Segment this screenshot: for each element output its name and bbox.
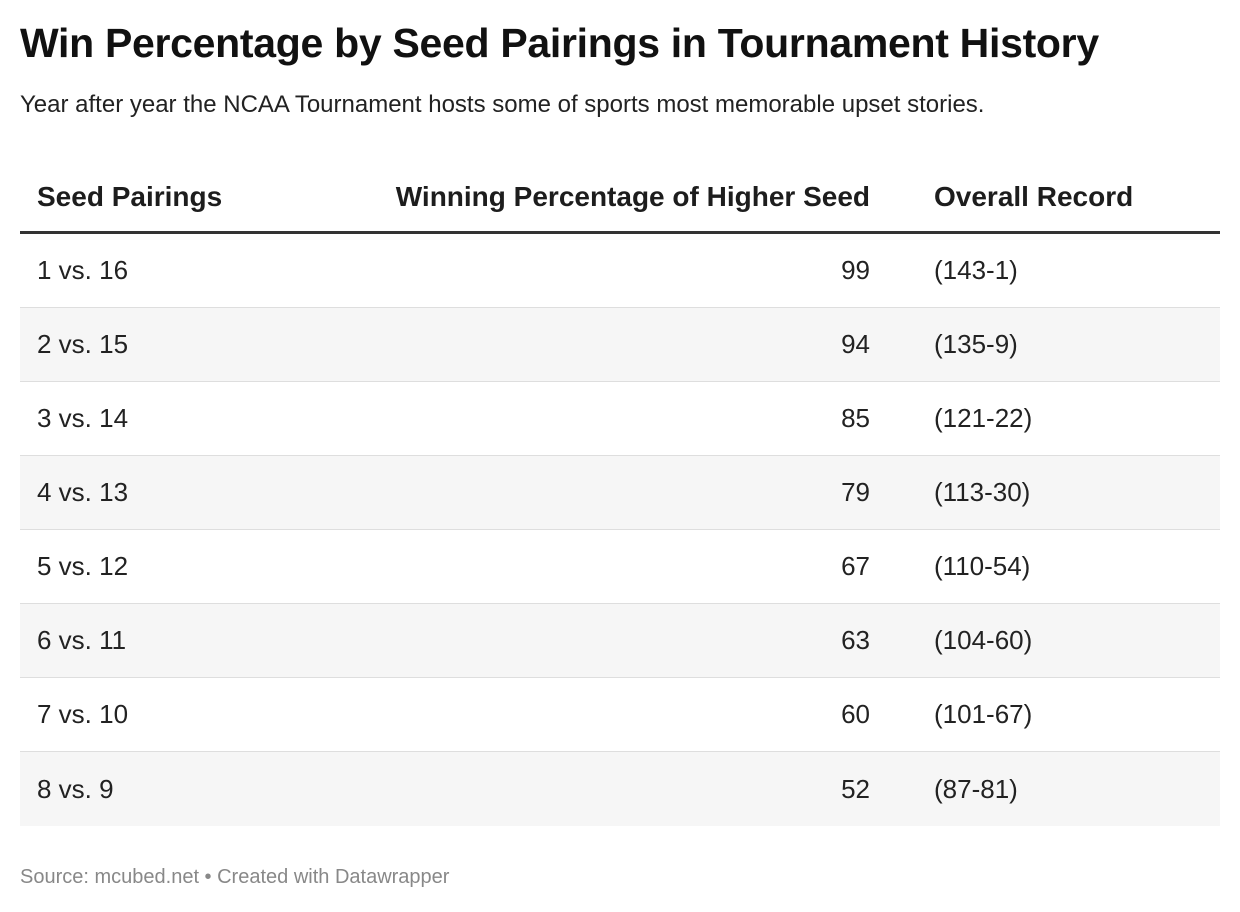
- win-percentage-cell: 99: [841, 255, 870, 285]
- win-percentage-cell: 52: [841, 773, 870, 804]
- seed-pairing-cell: 8 vs. 9: [37, 773, 114, 804]
- seed-pairing-cell: 4 vs. 13: [37, 477, 129, 507]
- table-row: 6 vs. 11 63 (104-60): [20, 604, 1220, 678]
- source-footer: Source: mcubed.net • Created with Datawr…: [20, 866, 450, 888]
- overall-record-cell: (110-54): [934, 551, 1031, 581]
- column-header-winning-percentage[interactable]: Winning Percentage of Higher Seed: [395, 180, 870, 212]
- win-percentage-cell: 79: [841, 477, 870, 507]
- win-percentage-cell: 60: [841, 699, 870, 729]
- seed-pairing-cell: 2 vs. 15: [37, 329, 129, 359]
- overall-record-cell: (104-60): [934, 625, 1033, 655]
- seed-pairing-cell: 3 vs. 14: [37, 403, 129, 433]
- overall-record-cell: (121-22): [934, 403, 1033, 433]
- chart-subtitle: Year after year the NCAA Tournament host…: [20, 91, 985, 118]
- seed-pairing-cell: 7 vs. 10: [37, 699, 129, 729]
- column-header-overall-record[interactable]: Overall Record: [934, 180, 1134, 212]
- win-percentage-cell: 94: [841, 329, 870, 359]
- table-row: 1 vs. 16 99 (143-1): [20, 234, 1220, 308]
- win-percentage-cell: 85: [841, 403, 870, 433]
- table-row: 8 vs. 9 52 (87-81): [20, 752, 1220, 826]
- table-row: 4 vs. 13 79 (113-30): [20, 456, 1220, 530]
- column-header-seed-pairings[interactable]: Seed Pairings: [37, 180, 223, 212]
- table-row: 7 vs. 10 60 (101-67): [20, 678, 1220, 752]
- table-row: 5 vs. 12 67 (110-54): [20, 530, 1220, 604]
- overall-record-cell: (113-30): [934, 477, 1031, 507]
- data-table: Seed Pairings Winning Percentage of High…: [20, 162, 1220, 826]
- seed-pairing-cell: 6 vs. 11: [37, 625, 127, 655]
- table-header-row: Seed Pairings Winning Percentage of High…: [20, 162, 1220, 234]
- seed-pairing-cell: 1 vs. 16: [37, 255, 129, 285]
- overall-record-cell: (101-67): [934, 699, 1033, 729]
- overall-record-cell: (143-1): [934, 255, 1018, 285]
- seed-pairing-cell: 5 vs. 12: [37, 551, 129, 581]
- win-percentage-cell: 63: [841, 625, 870, 655]
- overall-record-cell: (87-81): [934, 773, 1018, 804]
- table-row: 2 vs. 15 94 (135-9): [20, 308, 1220, 382]
- win-percentage-cell: 67: [841, 551, 870, 581]
- chart-title: Win Percentage by Seed Pairings in Tourn…: [20, 20, 1099, 66]
- table-row: 3 vs. 14 85 (121-22): [20, 382, 1220, 456]
- overall-record-cell: (135-9): [934, 329, 1018, 359]
